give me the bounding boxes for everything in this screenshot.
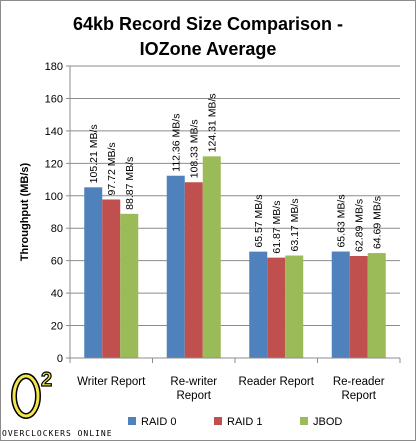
x-category-label: Report bbox=[341, 390, 376, 402]
data-label: 65.63 MB/s bbox=[336, 194, 348, 247]
y-tick-label: 140 bbox=[45, 126, 63, 138]
bar-raid-0 bbox=[166, 175, 185, 358]
legend-label: JBOD bbox=[313, 416, 342, 428]
bar-jbod bbox=[202, 156, 221, 358]
watermark-logo: 2 bbox=[11, 368, 53, 419]
bar-raid-1 bbox=[102, 199, 121, 358]
legend-label: RAID 1 bbox=[227, 416, 262, 428]
legend-swatch bbox=[300, 417, 308, 425]
y-axis-label: Throughput (MB/s) bbox=[19, 162, 31, 261]
data-label: 108.33 MB/s bbox=[189, 119, 201, 178]
y-tick-label: 120 bbox=[45, 158, 63, 170]
data-label: 62.89 MB/s bbox=[354, 199, 366, 252]
y-tick-label: 100 bbox=[45, 191, 63, 203]
legend-swatch bbox=[128, 417, 136, 425]
bar-jbod bbox=[367, 253, 386, 358]
data-label: 88.87 MB/s bbox=[124, 157, 136, 210]
y-tick-label: 60 bbox=[51, 256, 63, 268]
legend-swatch bbox=[214, 417, 222, 425]
bar-series bbox=[84, 156, 386, 358]
bar-raid-1 bbox=[184, 182, 203, 358]
x-category-label: Re-writer bbox=[170, 376, 217, 388]
y-tick-label: 40 bbox=[51, 288, 63, 300]
legend-label: RAID 0 bbox=[141, 416, 176, 428]
data-label: 124.31 MB/s bbox=[207, 93, 219, 152]
y-tick-label: 20 bbox=[51, 321, 63, 333]
data-label: 105.21 MB/s bbox=[88, 124, 100, 183]
bar-raid-1 bbox=[267, 257, 286, 358]
x-category-label: Writer Report bbox=[77, 376, 146, 388]
chart-title-line-2: IOZone Average bbox=[140, 39, 277, 59]
logo-ring-inner-icon bbox=[12, 374, 40, 418]
bar-raid-0 bbox=[84, 187, 103, 358]
bar-jbod bbox=[120, 213, 139, 358]
watermark-text: OVERCLOCKERS ONLINE bbox=[2, 429, 113, 438]
bar-raid-1 bbox=[349, 255, 368, 358]
bar-jbod bbox=[285, 255, 304, 358]
y-tick-label: 160 bbox=[45, 93, 63, 105]
axes bbox=[69, 66, 401, 363]
data-label: 63.17 MB/s bbox=[289, 198, 301, 251]
data-label: 97.72 MB/s bbox=[106, 142, 118, 195]
data-labels: 105.21 MB/s 97.72 MB/s 88.87 MB/s 112.36 MB… bbox=[88, 93, 384, 253]
bar-raid-0 bbox=[249, 251, 268, 358]
data-label: 64.69 MB/s bbox=[372, 196, 384, 249]
x-category-label: Report bbox=[176, 390, 211, 402]
y-tick-label: 0 bbox=[57, 353, 63, 365]
logo-superscript: 2 bbox=[41, 369, 52, 391]
data-label: 65.57 MB/s bbox=[253, 195, 265, 248]
data-label: 112.36 MB/s bbox=[171, 114, 183, 172]
chart-title-line-1: 64kb Record Size Comparison - bbox=[73, 14, 343, 34]
x-axis-labels: Writer Report Re-writer Report Reader Repor… bbox=[77, 376, 385, 402]
data-label: 61.87 MB/s bbox=[271, 201, 283, 254]
y-tick-label: 80 bbox=[51, 223, 63, 235]
y-tick-label: 180 bbox=[45, 61, 63, 73]
y-axis-ticks: 0 20 40 60 80 100 120 140 160 180 bbox=[45, 61, 70, 365]
bar-raid-0 bbox=[331, 251, 350, 358]
x-category-label: Re-reader bbox=[333, 376, 385, 388]
legend: RAID 0 RAID 1 JBOD bbox=[128, 416, 342, 428]
x-category-label: Reader Report bbox=[239, 376, 315, 388]
